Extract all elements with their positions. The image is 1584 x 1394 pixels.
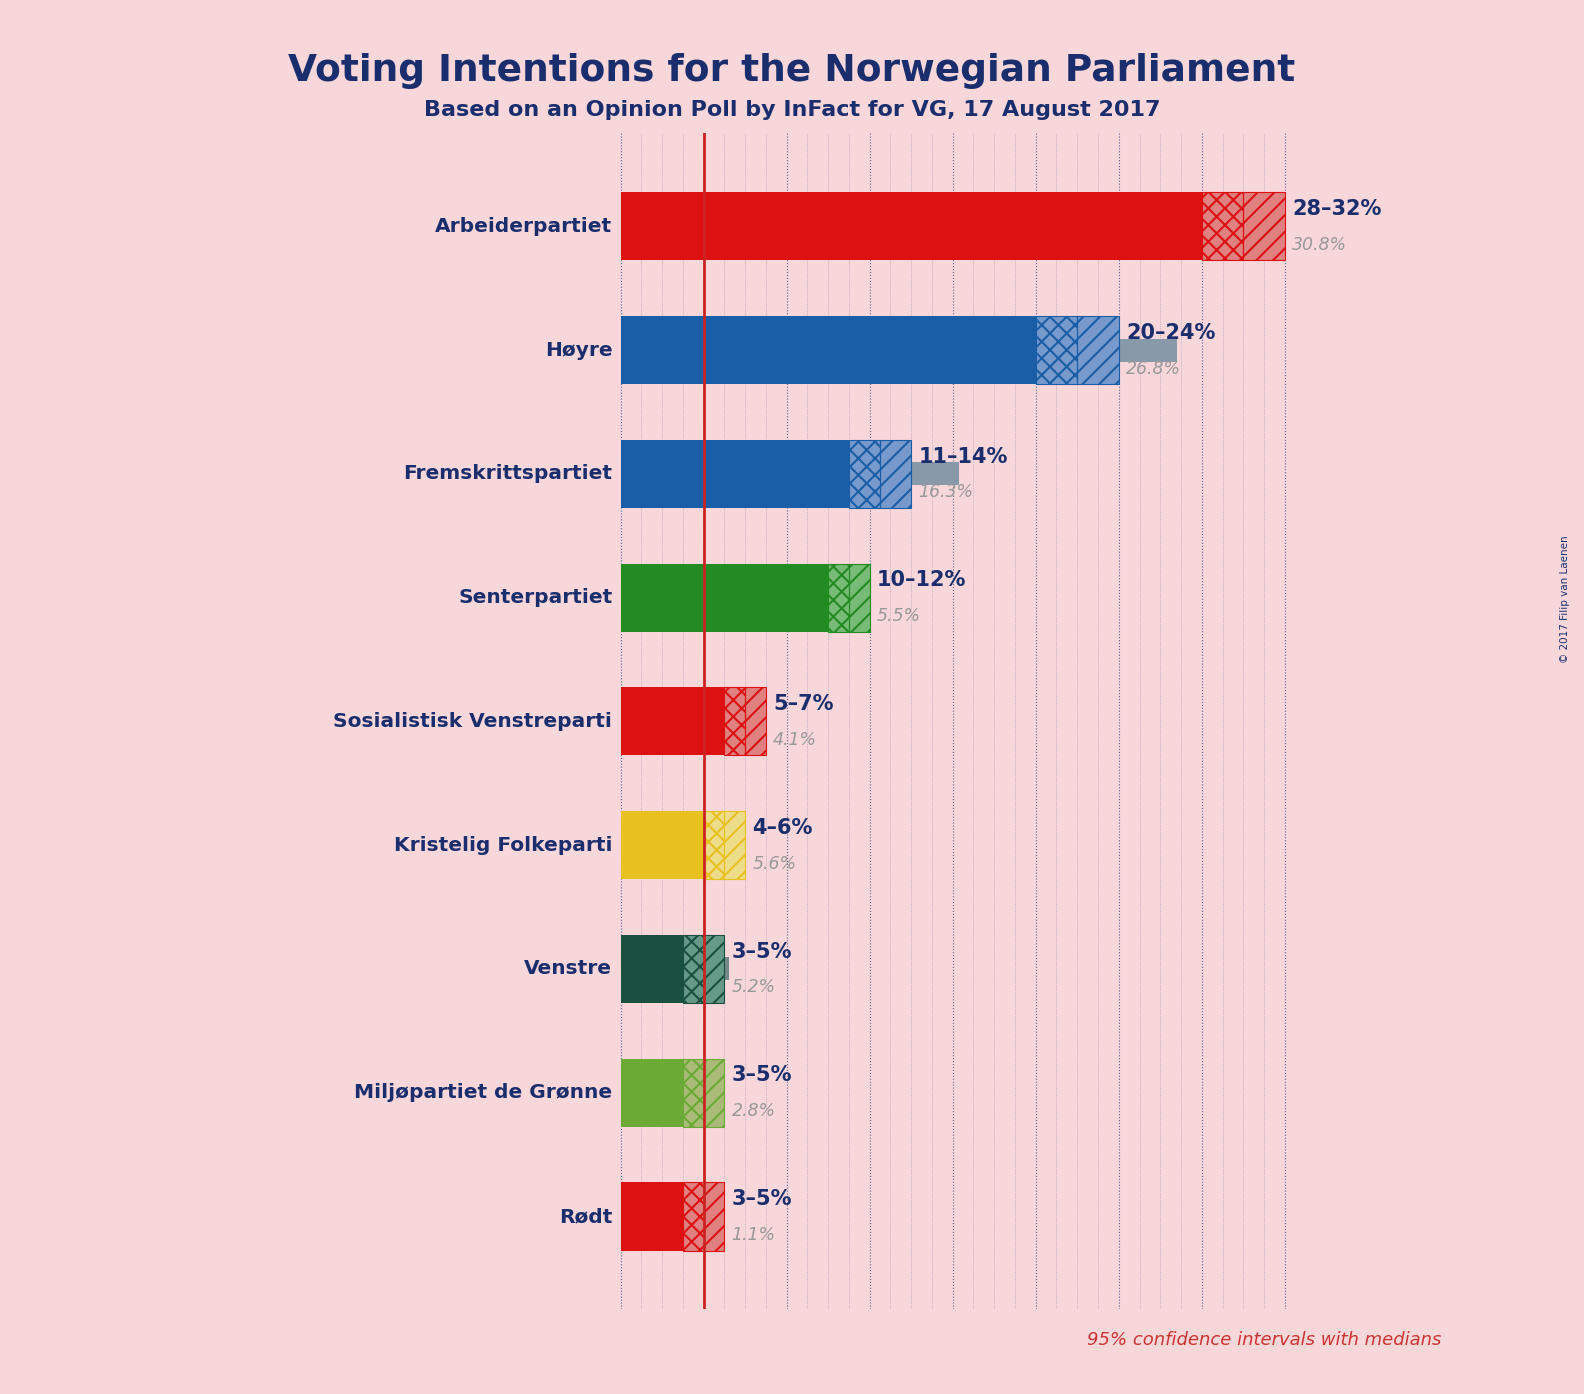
Bar [683, 1182, 703, 1250]
Bar [621, 958, 729, 980]
Bar [621, 953, 724, 984]
Text: Senterpartiet: Senterpartiet [458, 588, 613, 608]
Bar [703, 1058, 724, 1126]
Text: 5.5%: 5.5% [878, 608, 920, 625]
Bar [683, 935, 703, 1002]
Bar [703, 935, 724, 1002]
Bar [849, 441, 881, 507]
Text: Høyre: Høyre [545, 340, 613, 360]
Text: 11–14%: 11–14% [919, 446, 1007, 467]
Text: 3–5%: 3–5% [732, 941, 792, 962]
Text: 95% confidence intervals with medians: 95% confidence intervals with medians [1087, 1331, 1441, 1349]
Bar [1243, 192, 1285, 261]
Bar [703, 1182, 724, 1250]
Bar [828, 563, 849, 631]
Bar [621, 834, 737, 857]
Text: Voting Intentions for the Norwegian Parliament: Voting Intentions for the Norwegian Parl… [288, 53, 1296, 89]
Bar [744, 687, 767, 756]
Bar [621, 811, 703, 880]
Bar [849, 441, 881, 507]
Text: 16.3%: 16.3% [919, 484, 974, 502]
Bar [621, 585, 735, 609]
Bar [621, 687, 724, 756]
Text: 4.1%: 4.1% [773, 730, 817, 749]
Bar [621, 583, 870, 613]
Bar [703, 811, 724, 880]
Bar [849, 563, 870, 631]
Text: Miljøpartiet de Grønne: Miljøpartiet de Grønne [355, 1083, 613, 1103]
Bar [1202, 192, 1243, 261]
Text: 5.6%: 5.6% [752, 855, 797, 873]
Bar [683, 935, 703, 1002]
Text: Rødt: Rødt [559, 1207, 613, 1225]
Bar [683, 1058, 703, 1126]
Bar [621, 707, 767, 736]
Text: Fremskrittspartiet: Fremskrittspartiet [404, 464, 613, 484]
Text: 10–12%: 10–12% [878, 570, 966, 590]
Bar [744, 687, 767, 756]
Bar [683, 1182, 703, 1250]
Bar [724, 811, 744, 880]
Bar [1077, 316, 1118, 385]
Text: © 2017 Filip van Laenen: © 2017 Filip van Laenen [1560, 535, 1570, 664]
Bar [621, 215, 1259, 238]
Bar [1077, 316, 1118, 385]
Bar [621, 339, 1177, 361]
Bar [621, 1182, 683, 1250]
Bar [724, 687, 744, 756]
Bar [724, 687, 744, 756]
Bar [621, 1202, 724, 1232]
Bar [703, 811, 724, 880]
Text: 2.8%: 2.8% [732, 1103, 776, 1121]
Bar [621, 316, 1036, 385]
Bar [703, 935, 724, 1002]
Text: Venstre: Venstre [524, 959, 613, 979]
Text: Sosialistisk Venstreparti: Sosialistisk Venstreparti [333, 712, 613, 730]
Bar [683, 1058, 703, 1126]
Text: 3–5%: 3–5% [732, 1065, 792, 1086]
Bar [621, 1204, 643, 1228]
Bar [1036, 316, 1077, 385]
Text: 30.8%: 30.8% [1293, 236, 1346, 254]
Bar [703, 1182, 724, 1250]
Text: 4–6%: 4–6% [752, 818, 813, 838]
Bar [621, 563, 828, 631]
Bar [1036, 316, 1077, 385]
Bar [621, 210, 1285, 241]
Bar [881, 441, 911, 507]
Bar [621, 1058, 683, 1126]
Text: 1.1%: 1.1% [732, 1227, 776, 1243]
Bar [621, 710, 706, 733]
Text: Kristelig Folkeparti: Kristelig Folkeparti [394, 835, 613, 855]
Text: Arbeiderpartiet: Arbeiderpartiet [436, 217, 613, 236]
Bar [621, 1082, 678, 1104]
Bar [724, 811, 744, 880]
Bar [621, 463, 958, 485]
Text: 5.2%: 5.2% [732, 979, 776, 997]
Bar [881, 441, 911, 507]
Text: 26.8%: 26.8% [1126, 360, 1182, 378]
Bar [849, 563, 870, 631]
Bar [621, 829, 744, 860]
Bar [1243, 192, 1285, 261]
Text: 3–5%: 3–5% [732, 1189, 792, 1209]
Bar [621, 441, 849, 507]
Text: 20–24%: 20–24% [1126, 323, 1215, 343]
Bar [621, 459, 911, 489]
Bar [621, 335, 1118, 365]
Bar [621, 192, 1202, 261]
Bar [621, 935, 683, 1002]
Text: 28–32%: 28–32% [1293, 199, 1381, 219]
Bar [621, 1078, 724, 1108]
Text: 5–7%: 5–7% [773, 694, 833, 714]
Text: Based on an Opinion Poll by InFact for VG, 17 August 2017: Based on an Opinion Poll by InFact for V… [425, 100, 1159, 120]
Bar [703, 1058, 724, 1126]
Bar [1202, 192, 1243, 261]
Bar [828, 563, 849, 631]
